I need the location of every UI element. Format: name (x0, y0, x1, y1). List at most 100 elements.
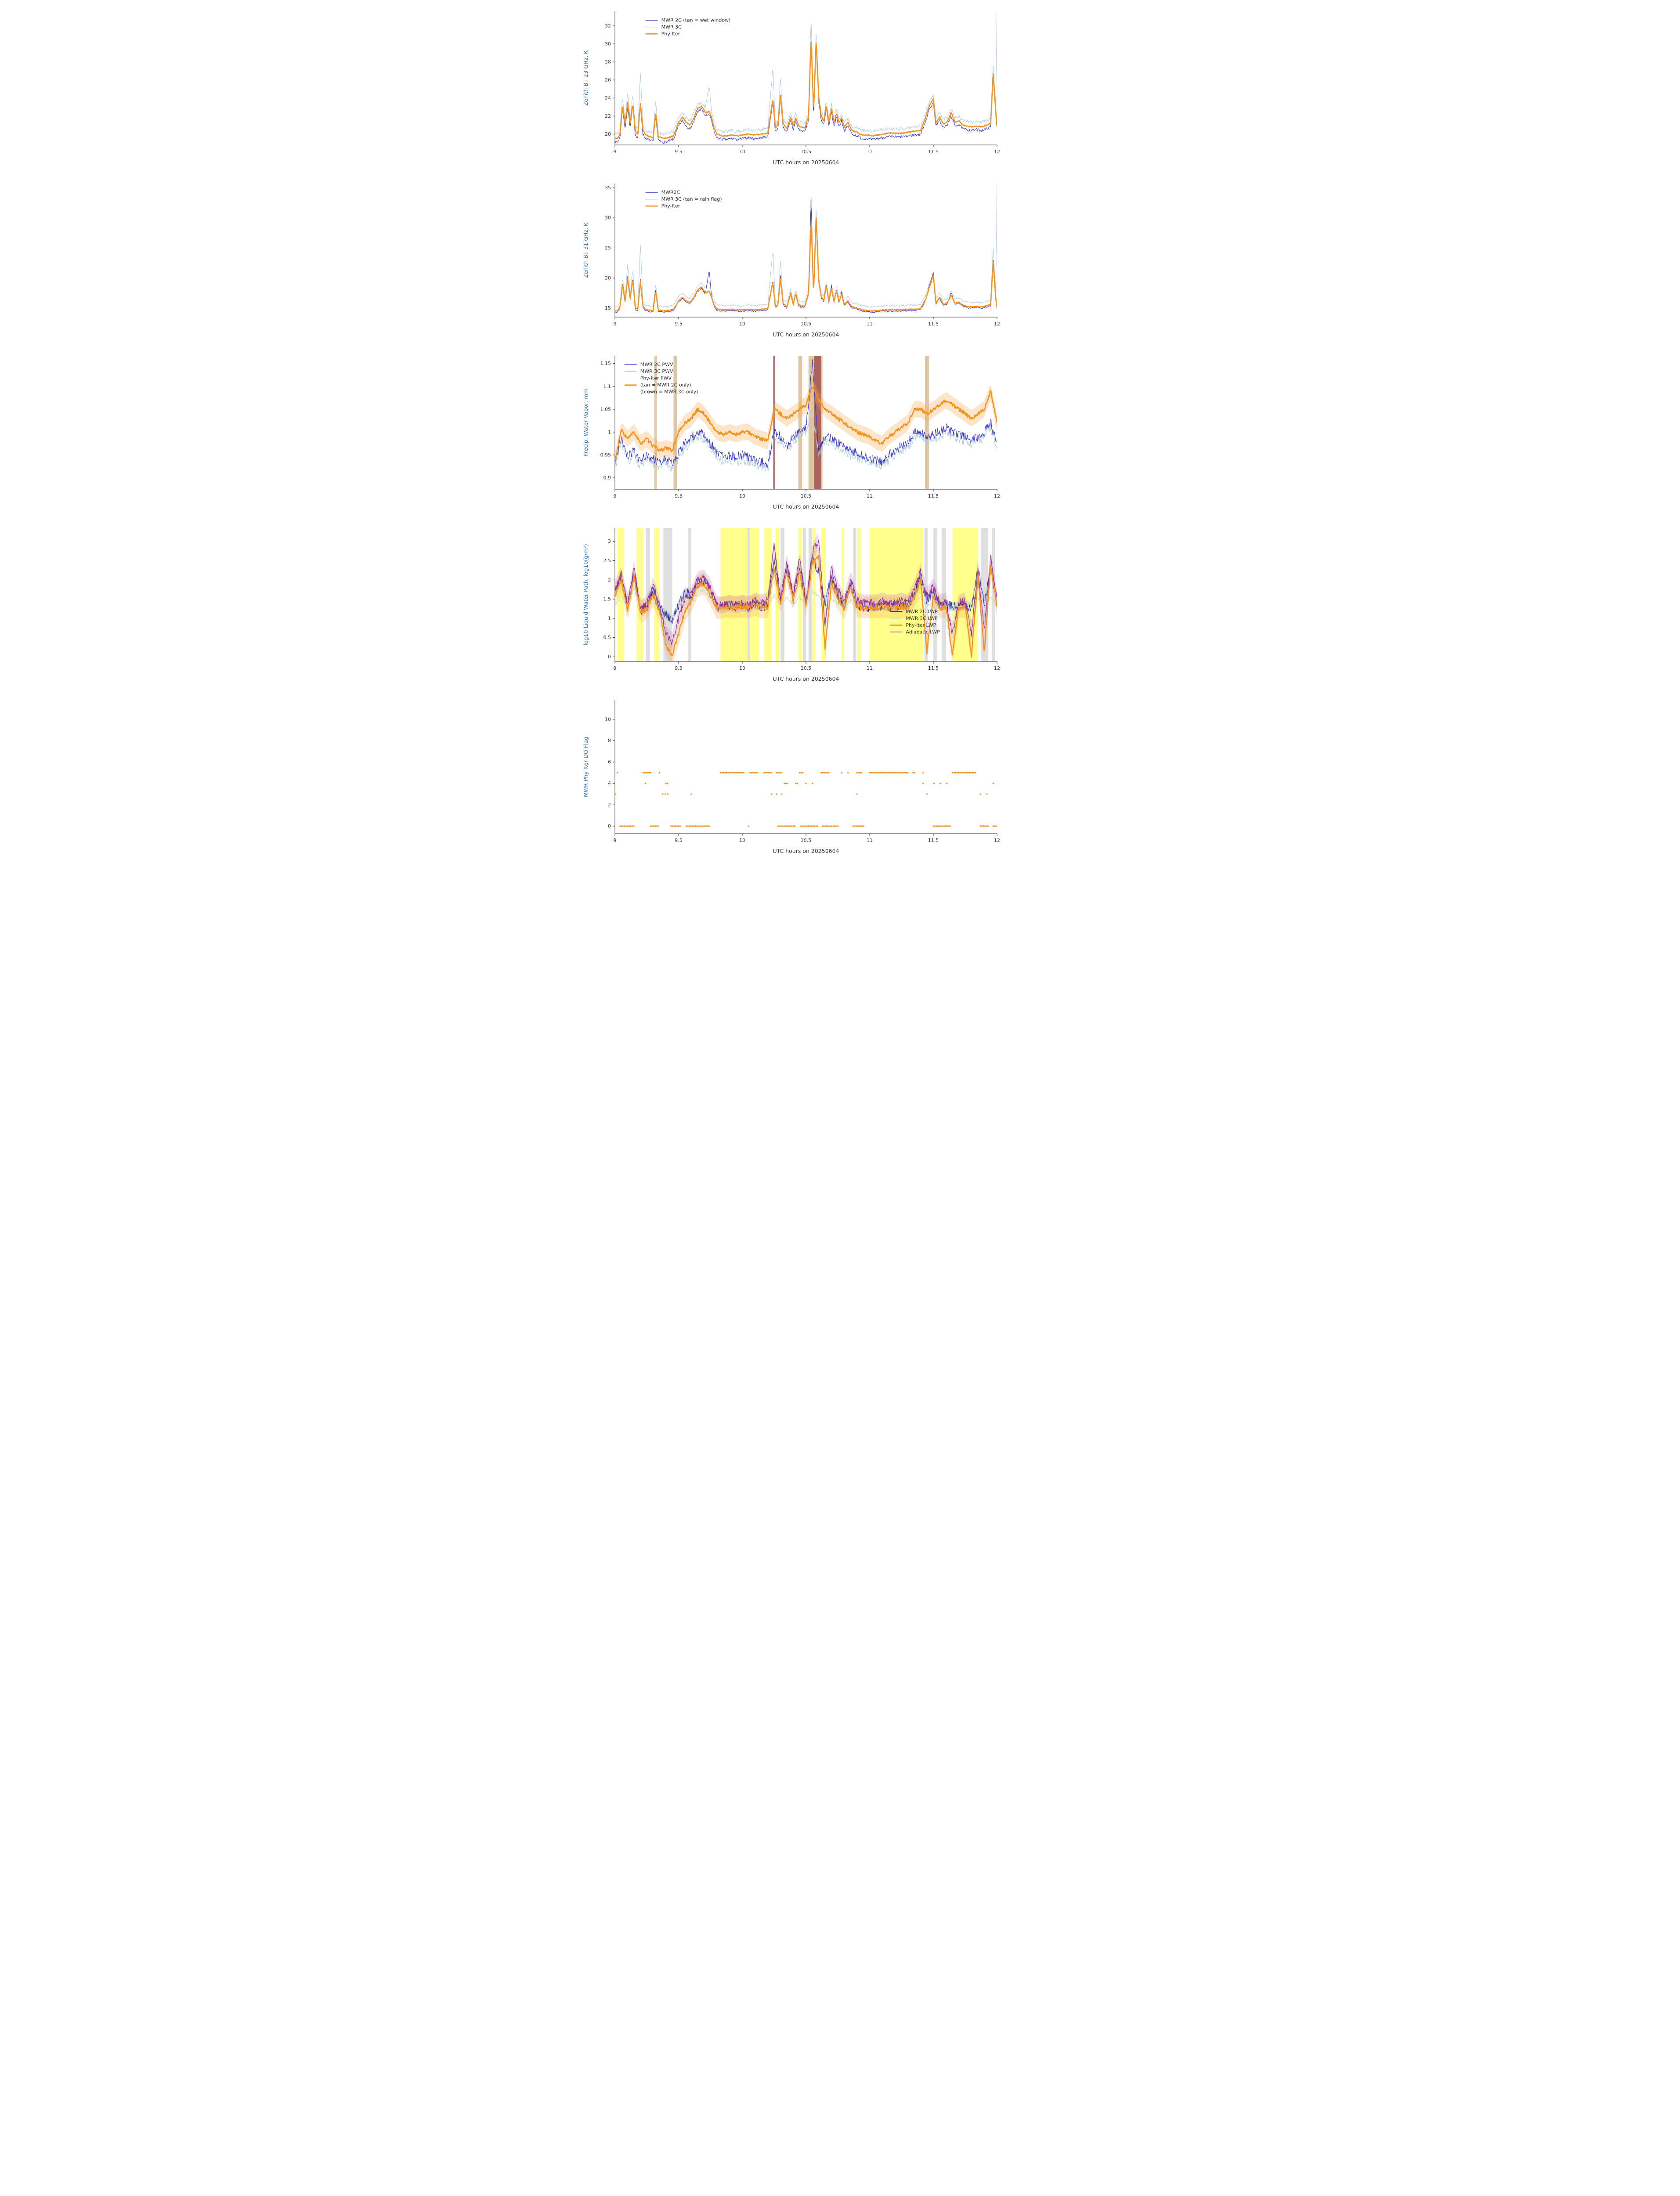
flag-dot (643, 772, 645, 774)
flag-dot (724, 772, 726, 774)
svg-text:11.5: 11.5 (928, 838, 939, 843)
flag-dot (939, 782, 941, 784)
svg-text:9.5: 9.5 (675, 321, 683, 327)
flag-dot (647, 772, 648, 774)
shaded-band (663, 528, 672, 661)
flag-dot (687, 825, 689, 827)
flag-dot (943, 825, 945, 827)
flag-dot (975, 772, 976, 774)
flag-dot (803, 825, 805, 827)
svg-text:UTC hours on 20250604: UTC hours on 20250604 (773, 848, 839, 854)
flag-dot (855, 825, 857, 827)
axes: 9 9.5 10 10.5 11 11.5 12 15 20 25 30 35 (605, 184, 1000, 327)
flag-dot (666, 782, 668, 784)
flag-dot (648, 772, 650, 774)
flag-dot (881, 772, 883, 774)
flag-dot (794, 825, 796, 827)
shaded-band (812, 528, 816, 661)
flag-dot (642, 772, 644, 774)
flag-dot (733, 772, 735, 774)
shaded-band (773, 356, 775, 489)
flag-dot (981, 825, 983, 827)
svg-text:MWR2C: MWR2C (661, 190, 680, 195)
flag-dot (699, 825, 701, 827)
flag-dot (693, 825, 695, 827)
flag-dot (860, 825, 862, 827)
svg-text:22: 22 (605, 113, 611, 119)
svg-text:30: 30 (605, 41, 611, 47)
flag-dot (696, 825, 698, 827)
flag-dot (786, 782, 788, 784)
flag-dot (723, 772, 725, 774)
flag-dot (898, 772, 900, 774)
shaded-band (870, 528, 923, 661)
flag-dot (720, 772, 722, 774)
flag-dot (986, 793, 988, 795)
flag-dot (973, 772, 975, 774)
flag-dot (780, 772, 782, 774)
flag-dot (633, 825, 635, 827)
flag-dot (688, 825, 690, 827)
mwr-retrieval-figure: 9 9.5 10 10.5 11 11.5 12 20 22 24 26 28 30 32 UTC hour… (560, 0, 1120, 867)
flag-dot (737, 772, 738, 774)
flag-dot (831, 825, 833, 827)
flag-dot (771, 772, 773, 774)
flag-dot (979, 825, 981, 827)
flag-dot (673, 825, 675, 827)
flag-dot (882, 772, 885, 774)
flag-dot (665, 782, 667, 784)
svg-text:9.5: 9.5 (675, 838, 683, 843)
series-line-mwr-3c-pwv (615, 409, 997, 472)
flag-dot (654, 825, 656, 827)
flag-dot (778, 825, 780, 827)
shaded-band (808, 528, 812, 661)
flag-dot (822, 772, 824, 774)
flag-dot (780, 825, 782, 827)
flag-dot (789, 825, 791, 827)
svg-text:0: 0 (608, 823, 611, 829)
svg-text:4: 4 (608, 780, 611, 786)
flag-dot (946, 782, 948, 784)
svg-text:11.5: 11.5 (928, 321, 939, 327)
svg-text:8: 8 (608, 738, 611, 744)
svg-text:11.5: 11.5 (928, 493, 939, 499)
flag-dot (679, 825, 681, 827)
flag-dot (936, 825, 937, 827)
flag-dot (645, 772, 647, 774)
flag-dot (992, 782, 994, 784)
svg-text:12: 12 (994, 149, 1000, 155)
flag-dot (808, 825, 809, 827)
flag-dot (800, 825, 802, 827)
flag-dot (817, 825, 819, 827)
flag-dot (748, 825, 750, 827)
series-line-phy-iter-pwv (615, 386, 997, 462)
flag-dot (667, 793, 669, 795)
flag-dot (705, 825, 707, 827)
flag-dot (841, 772, 842, 774)
shaded-band (925, 356, 929, 489)
svg-text:1.05: 1.05 (600, 406, 611, 412)
flag-dot (829, 825, 831, 827)
flag-dot (934, 825, 936, 827)
flag-dot (983, 825, 984, 827)
flag-dot (992, 825, 994, 827)
svg-text:Adiabatic LWP: Adiabatic LWP (906, 629, 940, 635)
flag-dot (907, 772, 909, 774)
svg-text:9.5: 9.5 (675, 665, 683, 671)
svg-text:Phy-Iter: Phy-Iter (661, 31, 680, 37)
flag-dot (800, 772, 802, 774)
flag-dot (856, 793, 858, 795)
shaded-band (853, 528, 856, 661)
shaded-band (750, 528, 759, 661)
flag-dot (658, 772, 661, 774)
flag-dot (872, 772, 874, 774)
flag-dot (811, 782, 813, 784)
flag-dot (622, 825, 624, 827)
flag-dot (861, 825, 863, 827)
svg-text:9.5: 9.5 (675, 149, 683, 155)
svg-text:MWR 2C PWV: MWR 2C PWV (640, 362, 673, 368)
flag-dot (664, 793, 666, 795)
